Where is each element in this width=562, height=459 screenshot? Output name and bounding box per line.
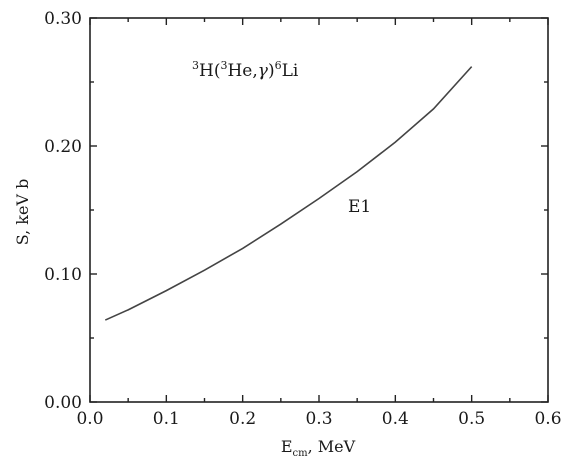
axis-ticks <box>89 17 549 403</box>
series-layer <box>104 66 473 321</box>
y-axis-title: S, keV b <box>13 179 32 246</box>
y-tick-label: 0.30 <box>44 9 82 29</box>
reaction-label: 3H(3He,γ)6Li <box>192 59 299 81</box>
x-tick-label: 0.6 <box>534 409 561 429</box>
x-tick-label: 0.3 <box>305 409 332 429</box>
plot-frame <box>89 17 549 403</box>
x-tick-labels: 0.0 0.1 0.2 0.3 0.4 0.5 0.6 <box>76 409 561 429</box>
series-label-e1: E1 <box>348 197 371 217</box>
x-tick-label: 0.0 <box>76 409 103 429</box>
y-tick-label: 0.10 <box>44 265 82 285</box>
x-tick-label: 0.4 <box>382 409 409 429</box>
series-line-e1 <box>104 66 473 321</box>
y-tick-label: 0.20 <box>44 137 82 157</box>
x-tick-label: 0.5 <box>458 409 485 429</box>
x-axis-title: Ecm, MeV <box>281 437 356 459</box>
x-tick-label: 0.1 <box>153 409 180 429</box>
x-tick-label: 0.2 <box>229 409 256 429</box>
y-tick-labels: 0.00 0.10 0.20 0.30 <box>44 9 82 413</box>
y-tick-label: 0.00 <box>44 393 82 413</box>
